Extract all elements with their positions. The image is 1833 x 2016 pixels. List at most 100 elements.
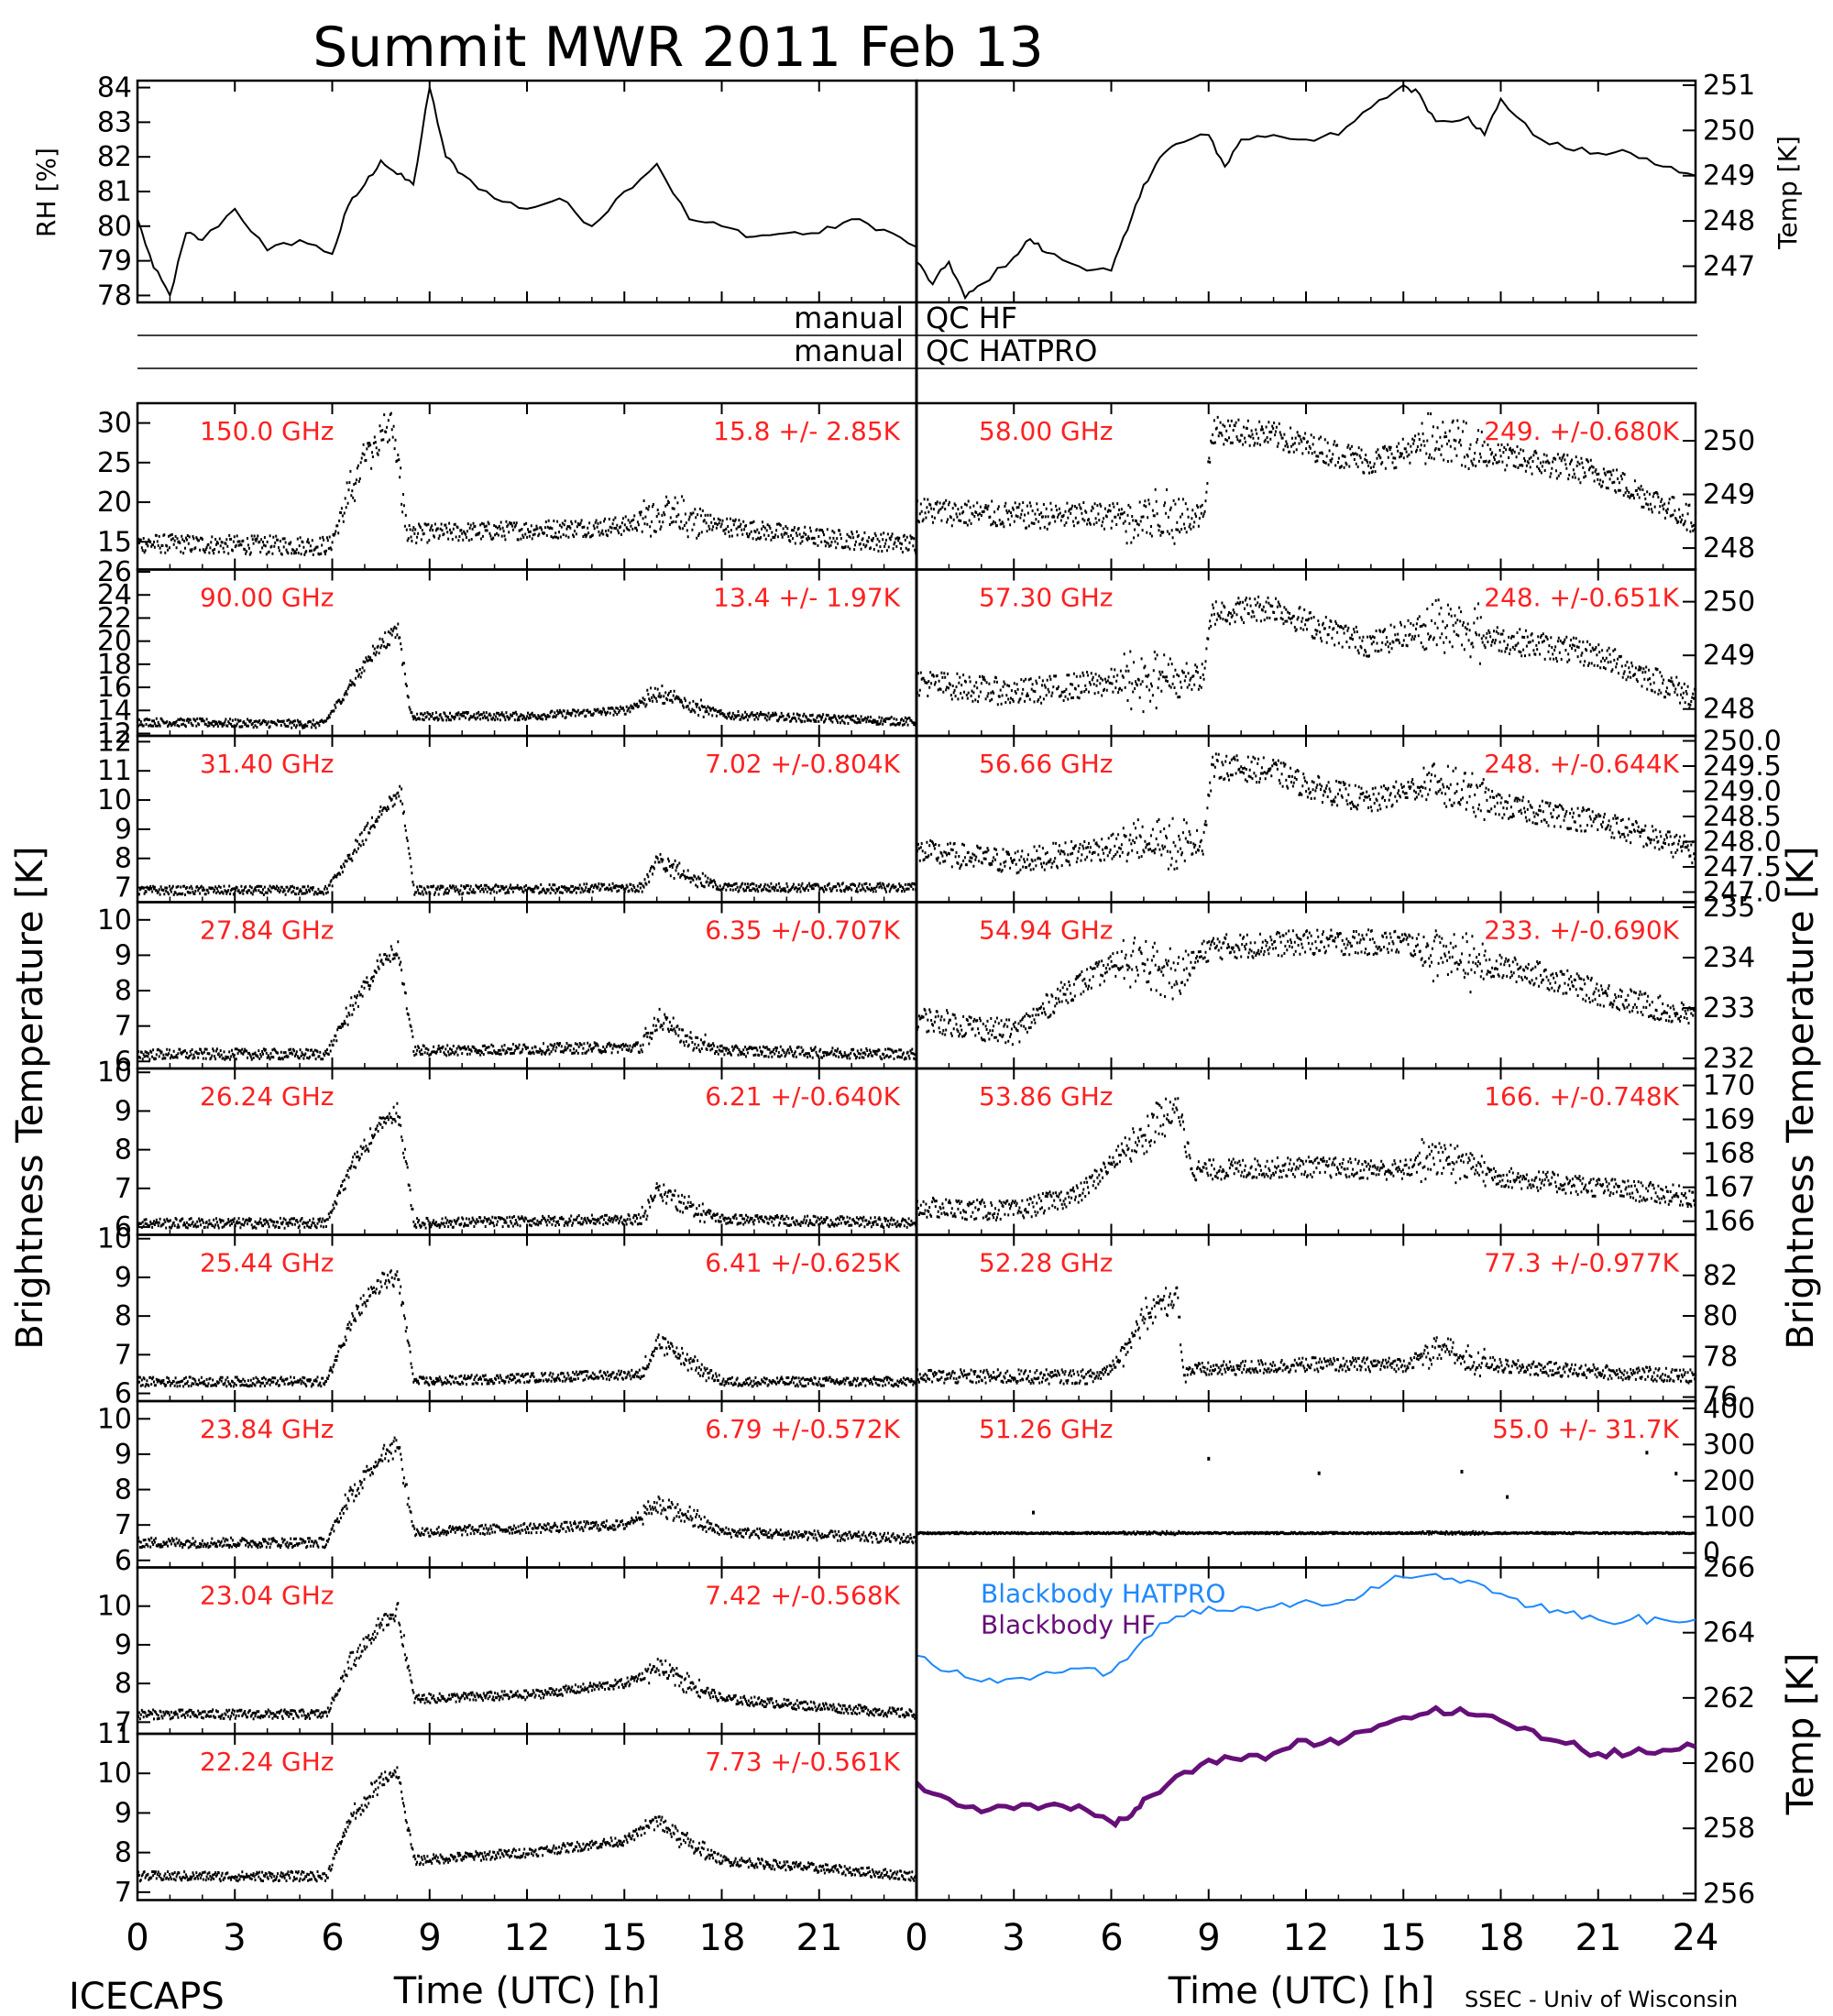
y-tick-label: 247 <box>1703 250 1755 282</box>
series-line <box>915 1704 1696 1829</box>
right-channel-panels: 250 249 248 58.00 GHz 249. +/-0.680K 250 249 24… <box>915 401 1822 1910</box>
y-tick-label: 264 <box>1703 1617 1755 1649</box>
y-tick-label: 248 <box>1703 532 1755 564</box>
temp-panel: 251 250 249 248 247 Temp [K] <box>915 70 1803 304</box>
channel-panel: 11 10 9 8 7 22.24 GHz 7.73 +/-0.561K <box>97 1718 918 1909</box>
channel-panel: 235 234 233 232 54.94 GHz 233. +/-0.690K <box>915 892 1755 1075</box>
panel-frame <box>915 79 1697 304</box>
stat-label: 166. +/-0.748K <box>1484 1081 1679 1112</box>
qc-section: manual QC HF manual QC HATPRO <box>137 301 1697 369</box>
y-tick-label: 24 <box>97 579 132 611</box>
y-tick-label: 9 <box>115 1797 132 1829</box>
frequency-label: 54.94 GHz <box>979 915 1114 946</box>
x-tick-label: 3 <box>1002 1917 1025 1959</box>
y-tick-label: 168 <box>1703 1138 1755 1170</box>
data-points <box>137 1602 918 1721</box>
y-tick-label: 251 <box>1703 70 1755 102</box>
footer-right-label: SSEC - Univ of Wisconsin <box>1465 1987 1738 2012</box>
panel-frame <box>136 79 918 304</box>
frequency-label: 58.00 GHz <box>979 416 1114 446</box>
x-tick-label: 24 <box>1673 1917 1719 1959</box>
y-tick-label: 7 <box>115 872 132 904</box>
channel-panel: 10 9 8 7 6 26.24 GHz 6.21 +/-0.640K <box>97 1057 918 1244</box>
y-tick-label: 248.5 <box>1703 801 1782 833</box>
left-x-axis-ticks: 0 3 6 9 12 15 18 21 <box>126 1917 842 1959</box>
y-tick-label: 9 <box>115 1262 132 1294</box>
figure-title: Summit MWR 2011 Feb 13 <box>313 16 1044 80</box>
y-tick-label: 12 <box>97 718 132 750</box>
y-tick-label: 12 <box>97 726 132 758</box>
y-tick-label: 400 <box>1703 1393 1755 1425</box>
frequency-label: 26.24 GHz <box>200 1081 335 1112</box>
x-tick-label: 12 <box>1283 1917 1330 1959</box>
data-points <box>137 622 918 729</box>
series-line <box>137 87 917 299</box>
x-tick-label: 15 <box>601 1917 648 1959</box>
y-tick-label: 200 <box>1703 1465 1755 1497</box>
stat-label: 248. +/-0.644K <box>1484 749 1679 779</box>
blackbody-axis-label: Temp [K] <box>1780 1653 1822 1816</box>
legend-hatpro: Blackbody HATPRO <box>981 1579 1225 1609</box>
frequency-label: 56.66 GHz <box>979 749 1114 779</box>
y-tick-label: 8 <box>115 1300 132 1332</box>
y-tick-label: 7 <box>115 1011 132 1043</box>
stat-label: 248. +/-0.651K <box>1484 583 1679 613</box>
y-tick-label: 80 <box>97 211 132 243</box>
y-tick-label: 249.0 <box>1703 776 1782 808</box>
x-tick-label: 0 <box>905 1917 927 1959</box>
y-tick-label: 300 <box>1703 1429 1755 1461</box>
series-line <box>916 1572 1696 1684</box>
y-tick-label: 25 <box>97 447 132 479</box>
frequency-label: 150.0 GHz <box>200 416 335 446</box>
y-tick-label: 7 <box>115 1706 132 1738</box>
y-tick-label: 83 <box>97 106 132 138</box>
y-tick-label: 250 <box>1703 425 1755 457</box>
legend-hf: Blackbody HF <box>981 1610 1156 1640</box>
stat-label: 6.21 +/-0.640K <box>705 1081 900 1112</box>
channel-panel: 10 9 8 7 6 25.44 GHz 6.41 +/-0.625K <box>97 1223 918 1410</box>
rh-axis-label: RH [%] <box>31 148 61 237</box>
y-tick-label: 8 <box>115 975 132 1007</box>
x-tick-label: 9 <box>418 1917 441 1959</box>
y-tick-label: 10 <box>97 1758 132 1790</box>
y-tick-label: 10 <box>97 1223 132 1255</box>
x-tick-label: 0 <box>126 1917 148 1959</box>
channel-panel: 30 25 20 15 150.0 GHz 15.8 +/- 2.85K <box>97 401 918 571</box>
y-tick-label: 249 <box>1703 479 1755 511</box>
y-tick-label: 9 <box>115 1095 132 1127</box>
y-tick-label: 249.5 <box>1703 751 1782 783</box>
x-axis-label-right: Time (UTC) [h] <box>1168 1970 1434 2012</box>
y-tick-label: 78 <box>1703 1341 1738 1373</box>
x-tick-label: 6 <box>1100 1917 1123 1959</box>
channel-panel: 82 80 78 76 52.28 GHz 77.3 +/-0.977K <box>915 1233 1738 1414</box>
y-tick-label: 234 <box>1703 942 1755 974</box>
y-tick-label: 7 <box>115 1877 132 1909</box>
y-tick-label: 167 <box>1703 1172 1755 1204</box>
y-tick-label: 14 <box>97 695 132 727</box>
frequency-label: 90.00 GHz <box>200 583 335 613</box>
stat-label: 13.4 +/- 1.97K <box>713 583 900 613</box>
channel-panel: 250 249 248 58.00 GHz 249. +/-0.680K <box>915 401 1755 571</box>
frequency-label: 57.30 GHz <box>979 583 1114 613</box>
y-tick-label: 20 <box>97 487 132 519</box>
y-tick-label: 15 <box>97 526 132 558</box>
y-tick-label: 233 <box>1703 992 1755 1024</box>
data-points <box>916 1451 1697 1537</box>
left-y-axis-label: Brightness Temperature [K] <box>9 846 51 1349</box>
y-tick-label: 262 <box>1703 1682 1755 1715</box>
y-tick-label: 248 <box>1703 694 1755 726</box>
y-tick-label: 20 <box>97 626 132 658</box>
y-tick-label: 8 <box>115 1134 132 1167</box>
y-tick-label: 6 <box>115 1378 132 1410</box>
x-tick-label: 15 <box>1380 1917 1427 1959</box>
stat-label: 7.42 +/-0.568K <box>705 1581 900 1611</box>
y-tick-label: 0 <box>1703 1538 1720 1570</box>
y-tick-label: 9 <box>115 1439 132 1471</box>
data-points <box>137 1269 918 1388</box>
frequency-label: 22.24 GHz <box>200 1747 335 1777</box>
y-tick-label: 8 <box>115 843 132 875</box>
qc-hatpro-right-label: QC HATPRO <box>926 334 1097 368</box>
